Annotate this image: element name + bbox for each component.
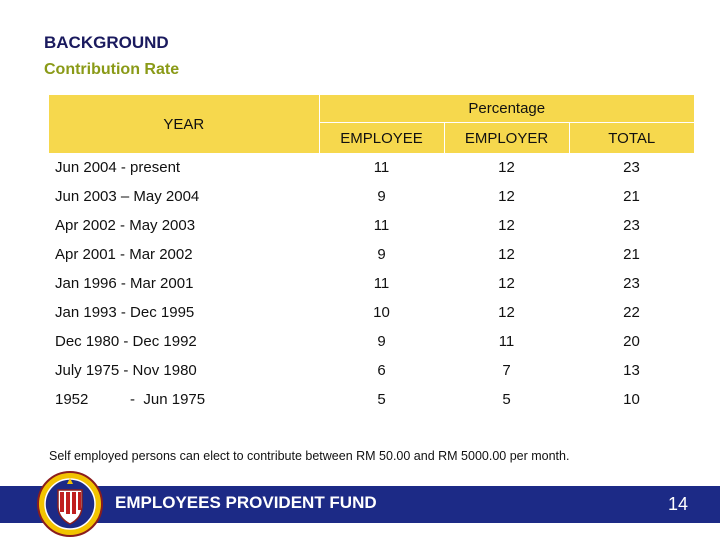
total-cell: 10 <box>569 385 695 414</box>
total-cell: 21 <box>623 246 640 263</box>
year-cell: Apr 2002 - May 2003 <box>49 211 319 240</box>
year-header: YEAR <box>49 95 320 153</box>
total-cell: 20 <box>569 327 695 356</box>
kwsp-crest-logo-icon <box>37 471 103 537</box>
employee-cell: 5 <box>319 385 444 414</box>
employee-header: EMPLOYEE <box>319 122 445 153</box>
employee-cell: 11 <box>319 269 444 298</box>
employer-cell: 12 <box>498 304 515 321</box>
percentage-header: Percentage <box>319 95 695 123</box>
employer-cell: 7 <box>502 362 511 379</box>
table-row: Jan 1996 - Mar 2001 11 12 23 <box>49 269 695 298</box>
employer-cell: 12 <box>444 211 569 240</box>
employer-cell: 12 <box>444 269 569 298</box>
employee-cell: 6 <box>377 362 386 379</box>
footer-bar: EMPLOYEES PROVIDENT FUND 14 <box>0 470 720 540</box>
year-cell: Jan 1996 - Mar 2001 <box>49 269 319 298</box>
employee-cell: 9 <box>377 246 386 263</box>
page-number: 14 <box>667 494 688 514</box>
total-cell: 23 <box>569 211 695 240</box>
employer-cell: 12 <box>444 153 569 182</box>
table-row: Dec 1980 - Dec 1992 9 11 20 <box>49 327 695 356</box>
year-cell: Jun 2003 – May 2004 <box>55 188 200 205</box>
employer-cell: 12 <box>498 188 515 205</box>
table-row: July 1975 - Nov 1980 6 7 13 <box>49 356 694 385</box>
total-cell: 23 <box>569 269 695 298</box>
total-cell: 21 <box>623 188 640 205</box>
total-cell: 22 <box>623 304 640 321</box>
total-cell: 23 <box>569 153 695 182</box>
employee-cell: 10 <box>373 304 390 321</box>
year-cell: July 1975 - Nov 1980 <box>55 362 197 379</box>
table-row: Jun 2003 – May 2004 9 12 21 <box>49 182 694 211</box>
year-cell: 1952 - Jun 1975 <box>49 385 319 414</box>
footer-band <box>100 486 720 523</box>
footnote: Self employed persons can elect to contr… <box>49 449 570 463</box>
total-cell: 13 <box>623 362 640 379</box>
employer-header: EMPLOYER <box>444 122 570 153</box>
employer-cell: 5 <box>444 385 569 414</box>
contribution-table: YEAR Percentage EMPLOYEE EMPLOYER TOTAL … <box>49 95 695 414</box>
table-row: Jun 2004 - present 11 12 23 <box>49 153 695 182</box>
employer-cell: 11 <box>444 327 569 356</box>
year-cell: Dec 1980 - Dec 1992 <box>49 327 319 356</box>
employer-cell: 12 <box>498 246 515 263</box>
employee-cell: 9 <box>319 327 444 356</box>
page-subtitle: Contribution Rate <box>44 61 180 78</box>
year-cell: Jan 1993 - Dec 1995 <box>55 304 195 321</box>
footer-label: EMPLOYEES PROVIDENT FUND <box>115 493 377 512</box>
table-row: Jan 1993 - Dec 1995 10 12 22 <box>49 298 694 327</box>
year-cell: Apr 2001 - Mar 2002 <box>55 246 193 263</box>
table-row: Apr 2002 - May 2003 11 12 23 <box>49 211 695 240</box>
table-row: Apr 2001 - Mar 2002 9 12 21 <box>49 240 694 269</box>
year-cell: Jun 2004 - present <box>49 153 319 182</box>
page-title: BACKGROUND <box>44 33 169 52</box>
employee-cell: 11 <box>319 211 444 240</box>
table-row: 1952 - Jun 1975 5 5 10 <box>49 385 695 414</box>
total-header: TOTAL <box>569 122 695 153</box>
employee-cell: 9 <box>377 188 386 205</box>
employee-cell: 11 <box>319 153 444 182</box>
